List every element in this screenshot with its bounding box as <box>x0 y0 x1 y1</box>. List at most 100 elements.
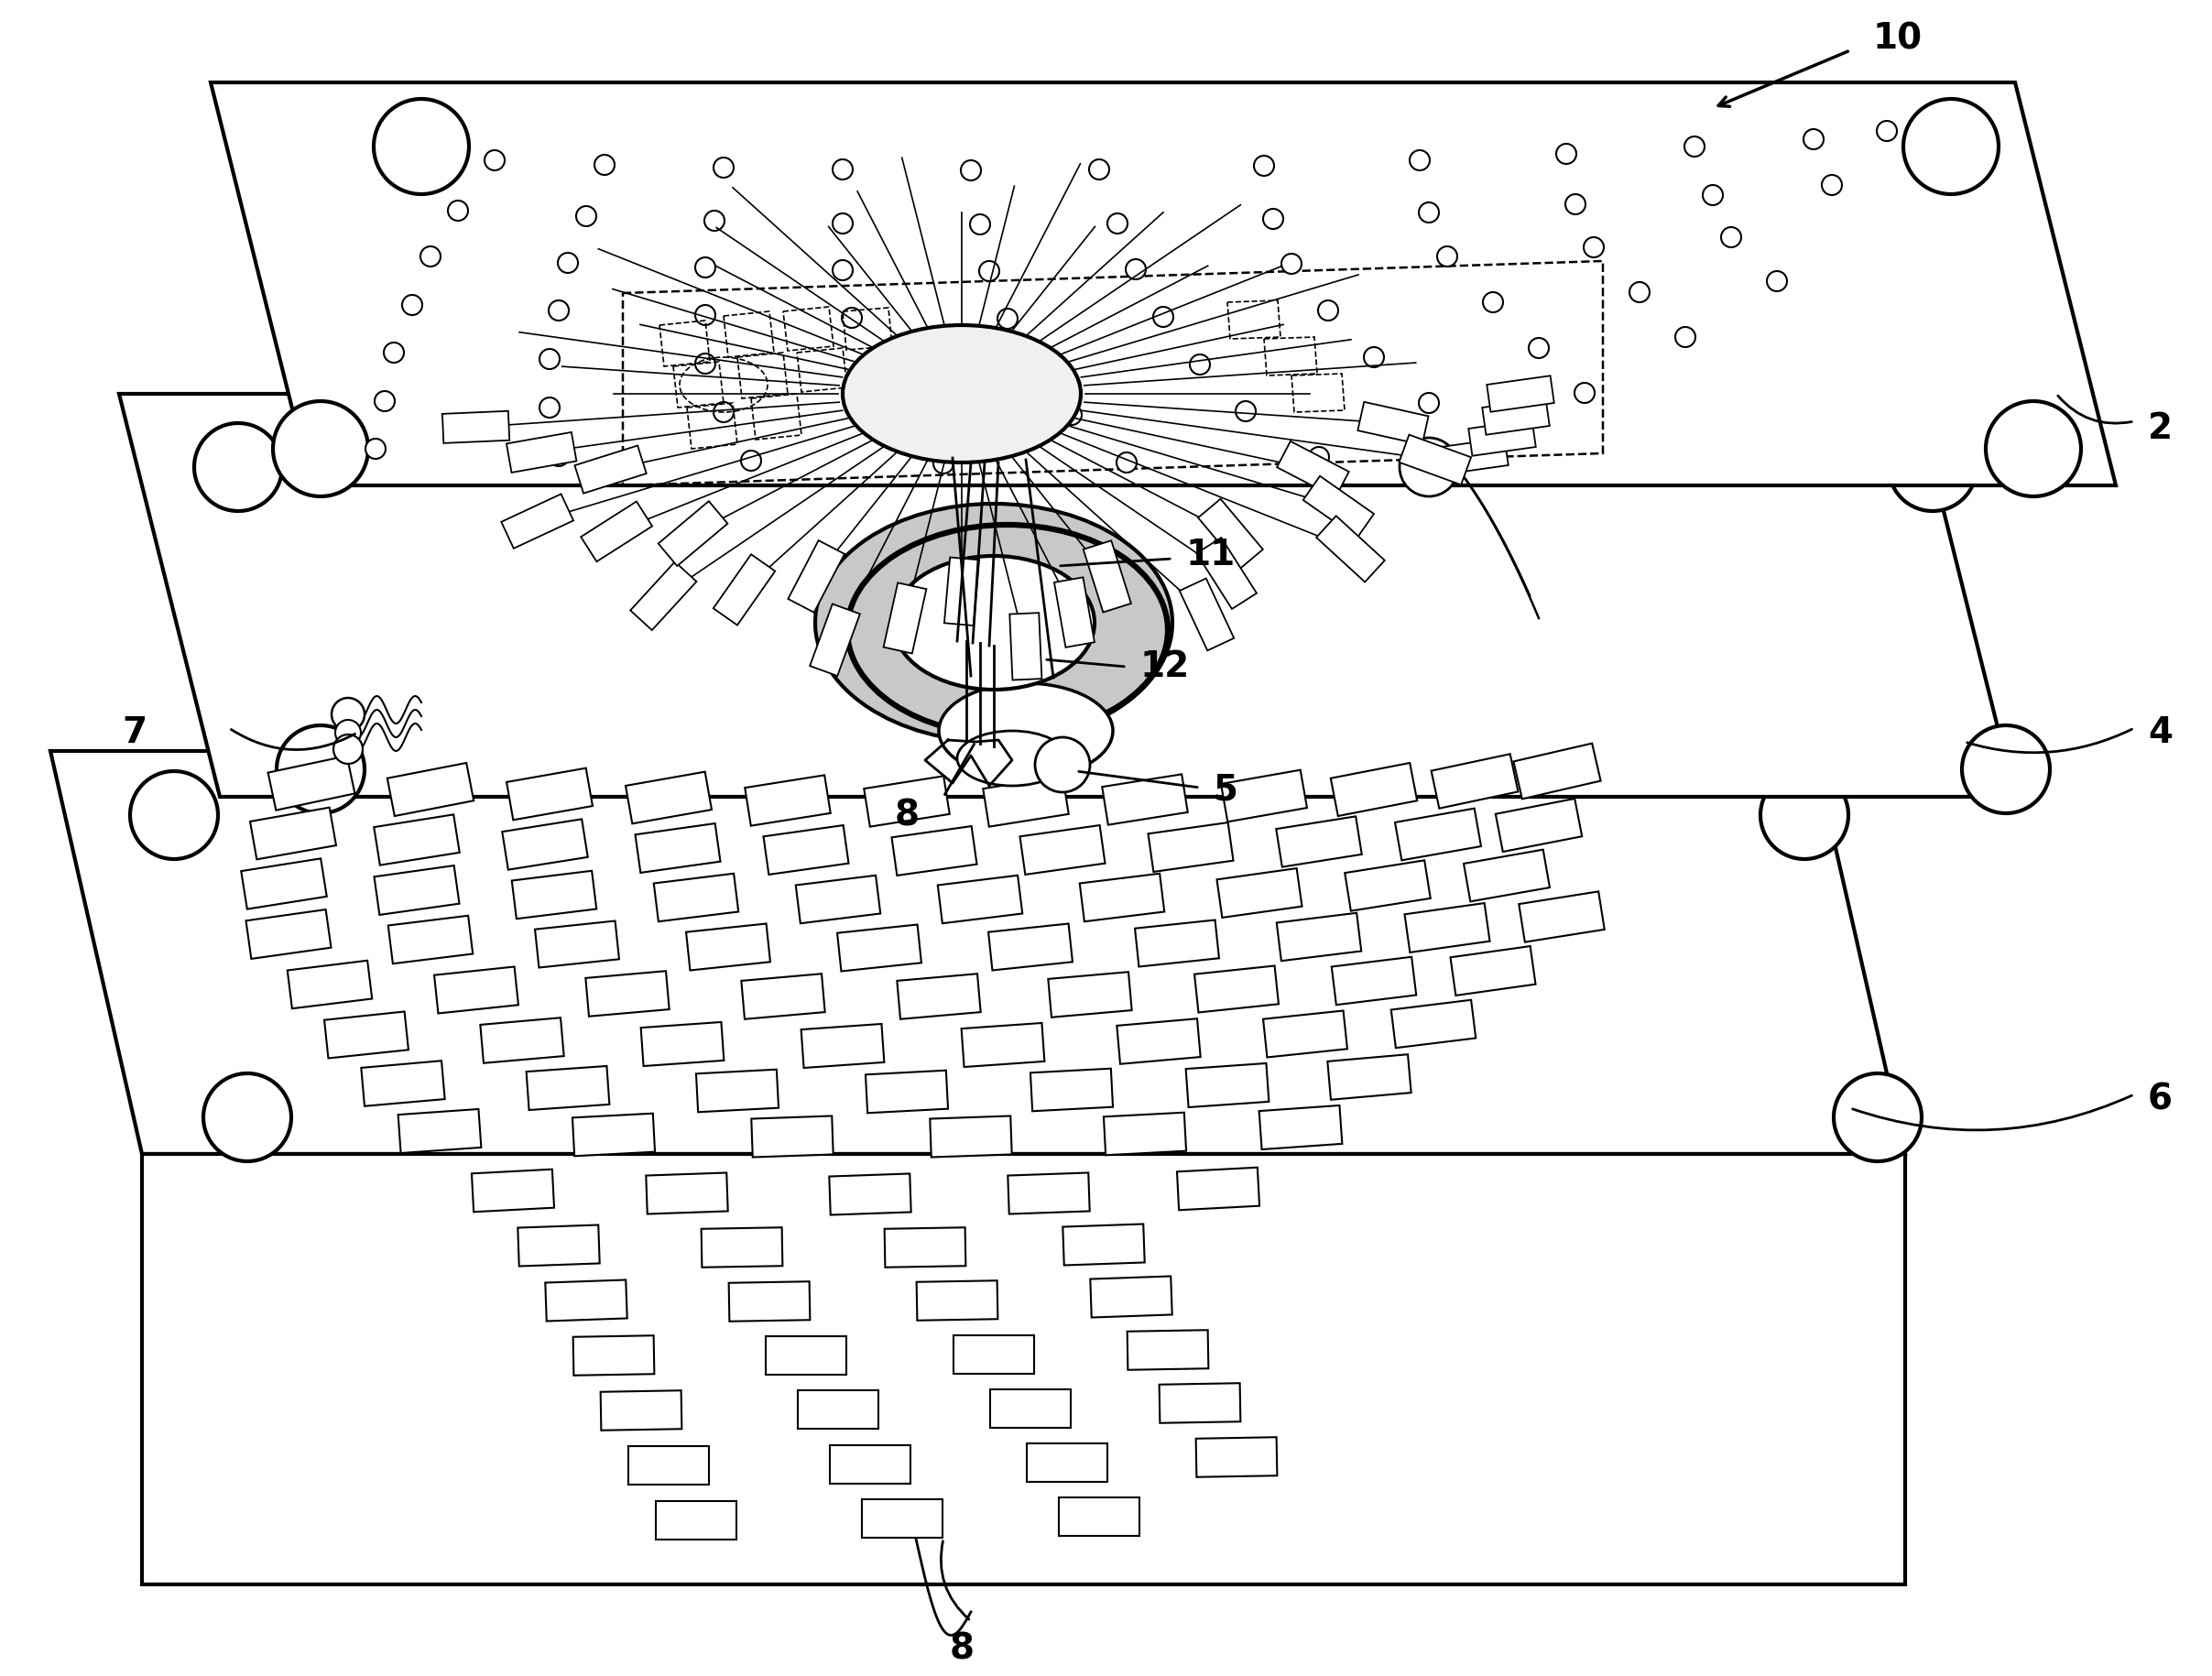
Bar <box>712 555 774 625</box>
Bar <box>1513 744 1601 799</box>
Circle shape <box>887 406 907 426</box>
Circle shape <box>1152 307 1172 327</box>
Bar <box>268 756 354 810</box>
Text: 8: 8 <box>894 798 920 833</box>
Bar <box>1009 1173 1091 1213</box>
Bar <box>1358 402 1429 444</box>
Bar <box>599 1391 681 1430</box>
Bar <box>1345 860 1431 912</box>
Bar <box>544 1280 628 1321</box>
Bar <box>1303 476 1374 538</box>
Circle shape <box>374 391 394 411</box>
Circle shape <box>1674 327 1694 347</box>
Bar <box>865 1071 949 1113</box>
Circle shape <box>549 300 568 320</box>
Bar <box>635 823 721 873</box>
Bar <box>916 1280 998 1321</box>
Bar <box>830 1173 911 1215</box>
Circle shape <box>131 771 219 860</box>
Bar <box>1084 541 1130 612</box>
Bar <box>898 974 980 1019</box>
Circle shape <box>1834 1073 1922 1161</box>
Bar <box>628 1446 708 1485</box>
Bar <box>1194 965 1279 1012</box>
Circle shape <box>383 342 405 362</box>
Bar <box>398 1110 482 1153</box>
Circle shape <box>484 151 504 171</box>
Bar <box>655 1502 737 1540</box>
Bar <box>1197 538 1256 608</box>
Circle shape <box>549 446 568 466</box>
Bar <box>241 858 327 908</box>
Circle shape <box>1400 437 1458 496</box>
Bar <box>1221 769 1307 821</box>
Bar <box>765 1336 847 1374</box>
Circle shape <box>832 213 854 233</box>
Text: 7: 7 <box>122 716 146 751</box>
Bar <box>575 446 646 493</box>
Circle shape <box>980 261 1000 282</box>
Circle shape <box>1126 260 1146 280</box>
Bar <box>535 920 619 967</box>
Circle shape <box>832 260 854 280</box>
Text: 2: 2 <box>2148 411 2172 446</box>
Ellipse shape <box>958 731 1066 786</box>
Bar <box>836 925 922 970</box>
Bar <box>502 494 573 548</box>
Circle shape <box>933 453 953 474</box>
Bar <box>387 915 473 964</box>
Circle shape <box>1962 726 2051 813</box>
Circle shape <box>1418 392 1440 412</box>
Bar <box>1009 613 1042 680</box>
Bar <box>434 967 518 1014</box>
Circle shape <box>1117 453 1137 473</box>
Circle shape <box>272 401 367 496</box>
Bar <box>1048 972 1133 1017</box>
Circle shape <box>1630 282 1650 302</box>
Polygon shape <box>142 1155 1905 1584</box>
Polygon shape <box>51 751 1905 1155</box>
Bar <box>883 583 927 654</box>
Circle shape <box>695 354 714 374</box>
Bar <box>1259 1106 1343 1150</box>
Bar <box>325 1012 409 1058</box>
Circle shape <box>447 201 469 221</box>
Bar <box>1520 892 1604 942</box>
Bar <box>507 432 577 473</box>
Bar <box>885 1227 967 1267</box>
Circle shape <box>1438 246 1458 266</box>
Bar <box>701 1227 783 1267</box>
Circle shape <box>557 253 577 273</box>
Ellipse shape <box>843 325 1082 463</box>
Text: 6: 6 <box>2148 1081 2172 1116</box>
Bar <box>1464 850 1551 902</box>
Bar <box>953 1336 1033 1374</box>
Circle shape <box>1823 174 1843 194</box>
Circle shape <box>403 295 422 315</box>
Bar <box>573 1336 655 1376</box>
Bar <box>502 820 588 870</box>
Bar <box>1026 1443 1108 1482</box>
Text: 11: 11 <box>1186 538 1237 573</box>
Bar <box>526 1066 611 1110</box>
Bar <box>1327 1054 1411 1099</box>
Circle shape <box>1721 228 1741 248</box>
Bar <box>1482 399 1551 434</box>
Bar <box>1128 1331 1208 1369</box>
Bar <box>573 1113 655 1156</box>
Bar <box>374 815 460 865</box>
Bar <box>945 558 980 625</box>
Circle shape <box>1254 156 1274 176</box>
Circle shape <box>1263 210 1283 230</box>
Circle shape <box>1803 129 1823 149</box>
Circle shape <box>1418 203 1440 223</box>
Bar <box>830 1445 911 1483</box>
Bar <box>810 603 860 675</box>
Bar <box>1135 920 1219 967</box>
Bar <box>511 872 597 918</box>
Bar <box>626 771 712 823</box>
Circle shape <box>741 451 761 471</box>
Bar <box>480 1017 564 1063</box>
Bar <box>641 1022 723 1066</box>
Bar <box>752 1116 834 1156</box>
